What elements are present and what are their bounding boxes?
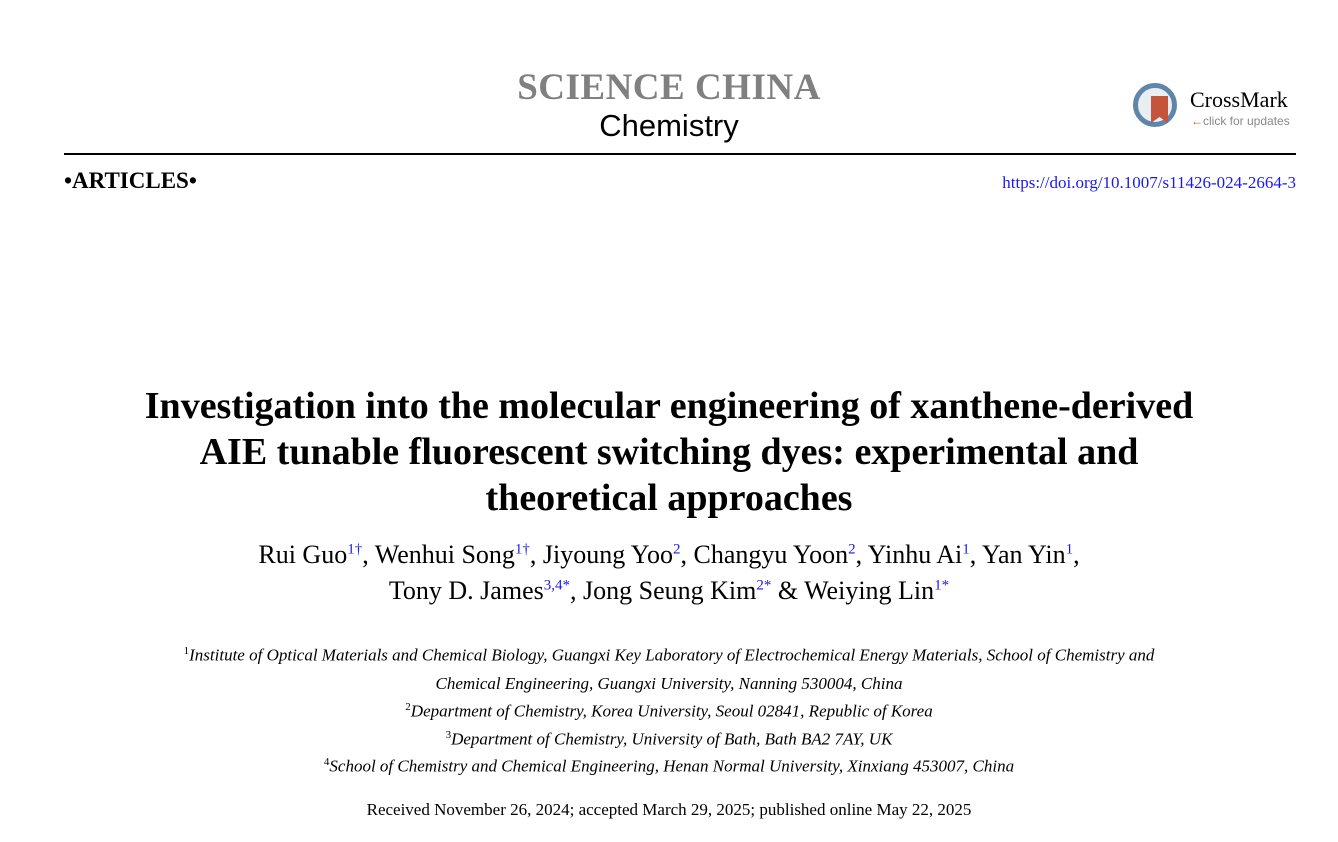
author: Rui Guo1†,	[258, 540, 375, 569]
affiliation: 1Institute of Optical Materials and Chem…	[183, 645, 1155, 665]
authors-line-2: Tony D. James3,4*, Jong Seung Kim2* & We…	[0, 576, 1338, 606]
author: Yan Yin1,	[981, 540, 1080, 569]
affiliation: 2Department of Chemistry, Korea Universi…	[405, 701, 933, 721]
author: Tony D. James3,4*,	[388, 576, 583, 605]
section-label: •ARTICLES•	[64, 168, 197, 193]
title-line: theoretical approaches	[485, 477, 853, 519]
journal-subject: Chemistry	[599, 108, 739, 143]
journal-name: SCIENCE CHINA	[517, 67, 821, 108]
header-divider	[64, 153, 1296, 155]
affiliation: 4School of Chemistry and Chemical Engine…	[323, 756, 1015, 776]
received-dates: Received November 26, 2024; accepted Mar…	[366, 800, 972, 819]
affiliation: 3Department of Chemistry, University of …	[445, 729, 893, 749]
affiliation-continued: Chemical Engineering, Guangxi University…	[435, 674, 903, 693]
author: Yinhu Ai1,	[867, 540, 982, 569]
authors-line-1: Rui Guo1†, Wenhui Song1†, Jiyoung Yoo2, …	[0, 540, 1338, 570]
author: Weiying Lin1*	[804, 576, 950, 605]
crossmark-icon	[1133, 83, 1177, 127]
author: Jong Seung Kim2* &	[582, 576, 805, 605]
crossmark-sub: click for updates	[1203, 114, 1290, 128]
crossmark-label: CrossMark	[1190, 87, 1288, 112]
doi-link[interactable]: https://doi.org/10.1007/s11426-024-2664-…	[1002, 173, 1296, 192]
arrow-left-icon: ←	[1191, 114, 1203, 128]
title-line: AIE tunable fluorescent switching dyes: …	[199, 431, 1139, 473]
author: Jiyoung Yoo2,	[542, 540, 694, 569]
title-line: Investigation into the molecular enginee…	[144, 385, 1194, 427]
bookmark-ribbon-icon	[1151, 96, 1168, 123]
author: Wenhui Song1†,	[374, 540, 543, 569]
author: Changyu Yoon2,	[693, 540, 868, 569]
crossmark-button[interactable]: CrossMark ←click for updates	[1133, 82, 1303, 137]
